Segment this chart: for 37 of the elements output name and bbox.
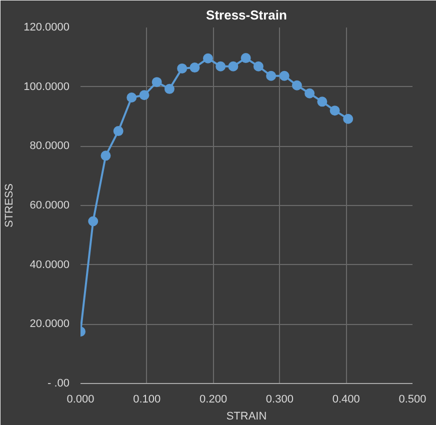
point: [190, 62, 200, 73]
point: [164, 84, 174, 94]
point: [88, 216, 98, 226]
y-tick-label: - .00: [47, 378, 70, 390]
x-tick-label: 0.200: [200, 394, 228, 406]
x-tick-label: 0.000: [66, 394, 94, 406]
y-axis-title: STRESS: [4, 183, 16, 228]
point: [100, 150, 111, 161]
point: [253, 61, 264, 72]
x-tick-label: 0.400: [332, 394, 360, 406]
point: [240, 53, 251, 64]
y-tick-label: 40.0000: [30, 258, 70, 271]
x-axis-title: STRAIN: [226, 410, 267, 422]
x-tick-label: 0.300: [266, 394, 294, 406]
x-tick-label: 0.500: [398, 394, 426, 406]
point: [152, 77, 162, 88]
point: [266, 70, 276, 81]
y-tick-label: 80.0000: [30, 140, 70, 152]
point: [216, 61, 226, 72]
point: [317, 96, 328, 107]
point: [126, 92, 137, 103]
chart-title: Stress-Strain: [206, 8, 288, 22]
y-tick-label: 120.0000: [24, 22, 70, 34]
point: [279, 70, 290, 81]
point: [304, 88, 315, 98]
y-tick-label: 20.0000: [30, 318, 70, 330]
point: [330, 106, 340, 116]
point: [139, 90, 150, 100]
point: [202, 53, 213, 64]
point: [343, 114, 354, 124]
point: [113, 126, 124, 136]
y-tick-label: 100.0000: [24, 80, 70, 93]
x-tick-label: 0.100: [133, 394, 161, 406]
point: [292, 80, 302, 90]
point: [228, 61, 238, 72]
y-tick-label: 60.0000: [30, 200, 70, 212]
point: [177, 63, 188, 74]
